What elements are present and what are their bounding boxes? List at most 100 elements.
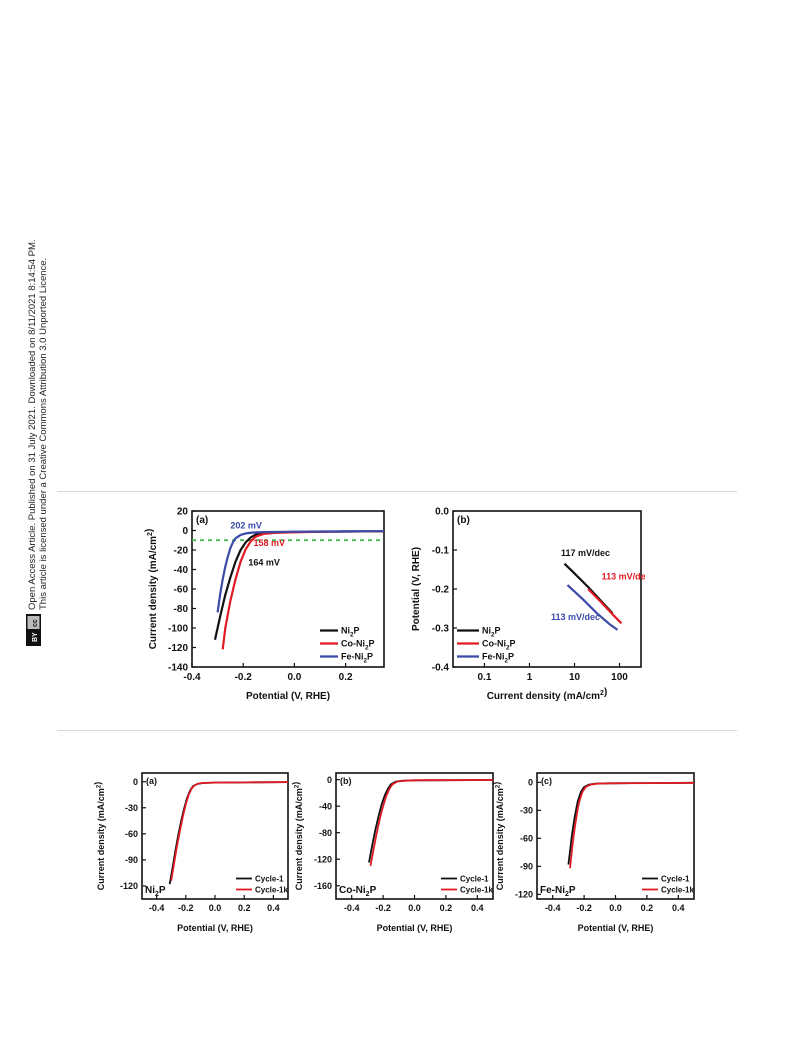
series-line-fe-ni2p	[216, 530, 384, 613]
chart-tafel-plots: 0.1 1 10 100 0.0 -0.1 -0.2 -0.3 -0.4 Current dens…	[411, 507, 645, 703]
legend-label: Cycle-1k	[255, 885, 288, 894]
panel-label: (a)	[196, 515, 208, 526]
license-line-2: This article is licensed under a Creativ…	[38, 258, 48, 610]
legend-label: Cycle-1k	[460, 885, 493, 894]
x-tick-label: 1	[527, 672, 533, 683]
x-tick-label: 0.1	[478, 672, 492, 683]
x-tick-label: 100	[611, 672, 628, 683]
annotation-tafel-slope: 117 mV/dec	[561, 548, 610, 558]
x-axis-label: Potential (V, RHE)	[177, 923, 253, 933]
y-axis-label: Current density (mA/cm2)	[292, 782, 304, 891]
y-tick-label: -140	[168, 663, 188, 674]
x-tick-label: -0.4	[344, 903, 360, 913]
x-tick-label: -0.2	[178, 903, 194, 913]
legend-label: Fe-Ni2P	[482, 652, 514, 665]
x-tick-label: 0.4	[267, 903, 280, 913]
x-tick-label: -0.2	[235, 672, 253, 683]
by-badge-label: BY	[32, 632, 39, 642]
y-tick-label: -0.3	[432, 624, 450, 635]
y-tick-label: -40	[319, 801, 332, 811]
chart-lsv-comparison: -0.4 -0.2 0.0 0.2 20 0 -20 -40 -60 -80 -100 -120 -14…	[144, 507, 385, 702]
y-tick-label: 0	[133, 777, 138, 787]
cc-by-badge[interactable]: cc BY	[26, 614, 41, 646]
y-tick-label: -120	[314, 854, 332, 864]
x-tick-label: -0.2	[375, 903, 391, 913]
annotation-tafel-slope: 113 mV/dec	[551, 612, 600, 622]
x-tick-label: 10	[569, 672, 581, 683]
y-tick-label: -20	[174, 546, 189, 557]
y-tick-label: 0.0	[435, 507, 449, 518]
y-tick-label: -60	[520, 833, 533, 843]
y-tick-label: 0	[327, 775, 332, 785]
legend-label: Co-Ni2P	[482, 639, 516, 652]
y-tick-label: -30	[125, 803, 138, 813]
y-tick-label: -40	[174, 565, 189, 576]
legend-label: Fe-Ni2P	[341, 652, 373, 665]
license-line-1: Open Access Article. Published on 31 Jul…	[27, 239, 38, 610]
series-line-cycle-1k	[170, 781, 288, 881]
legend-label: Cycle-1k	[661, 885, 694, 894]
y-axis-label: Current density (mA/cm2)	[92, 782, 106, 891]
y-axis-label: Current density (mA/cm2)	[493, 782, 505, 891]
sample-label: Ni2P	[145, 885, 166, 898]
x-tick-label: 0.0	[287, 672, 301, 683]
y-tick-label: -120	[168, 643, 188, 654]
x-tick-label: 0.4	[471, 903, 484, 913]
legend-label: Cycle-1	[661, 874, 690, 883]
divider-bottom	[57, 730, 737, 731]
y-axis-label: Current density (mA/cm2)	[144, 529, 159, 650]
panel-label: (b)	[457, 515, 470, 526]
y-tick-label: -160	[314, 881, 332, 891]
panel-label: (a)	[146, 776, 157, 786]
x-tick-label: 0.2	[238, 903, 251, 913]
y-tick-label: 0	[528, 777, 533, 787]
series-line-cycle-1k	[569, 781, 694, 869]
y-tick-label: 0	[182, 526, 188, 537]
cc-badge-label: cc	[32, 619, 39, 627]
x-tick-label: 0.4	[672, 903, 685, 913]
y-tick-label: -0.2	[432, 585, 450, 596]
y-tick-label: -30	[520, 805, 533, 815]
legend-label: Cycle-1	[255, 874, 284, 883]
y-tick-label: -60	[125, 829, 138, 839]
y-tick-label: -80	[174, 604, 189, 615]
y-tick-label: 20	[177, 507, 189, 518]
y-tick-label: -120	[515, 889, 533, 899]
series-line-fe-ni2p	[566, 584, 619, 631]
chart-stability-ni2p: -0.4 -0.2 0.0 0.2 0.4 0 -30 -60 -90 -120 Potential…	[92, 772, 289, 933]
series-line-co-ni2p	[587, 588, 623, 625]
x-tick-label: 0.0	[609, 903, 622, 913]
x-axis-label: Current density (mA/cm2)	[487, 687, 608, 702]
y-tick-label: -100	[168, 624, 188, 635]
x-tick-label: 0.0	[209, 903, 222, 913]
panel-label: (b)	[340, 776, 352, 786]
x-tick-label: 0.0	[408, 903, 421, 913]
legend-label: Cycle-1	[460, 874, 489, 883]
x-axis-label: Potential (V, RHE)	[578, 923, 654, 933]
annotation-overpotential: 158 mV	[253, 538, 285, 548]
x-tick-label: -0.4	[545, 903, 561, 913]
y-tick-label: -60	[174, 585, 189, 596]
sample-label: Fe-Ni2P	[540, 885, 576, 898]
legend-label: Ni2P	[341, 626, 360, 639]
x-tick-label: -0.4	[183, 672, 201, 683]
annotation-tafel-slope: 113 mV/dec	[602, 571, 645, 581]
y-tick-label: -80	[319, 828, 332, 838]
series-line-cycle-1	[567, 781, 694, 865]
legend-label: Ni2P	[482, 626, 501, 639]
series-line-co-ni2p	[221, 530, 384, 650]
series-line-ni2p	[213, 530, 384, 640]
y-tick-label: -90	[520, 861, 533, 871]
chart-stability-fe-ni2p: -0.4 -0.2 0.0 0.2 0.4 0 -30 -60 -90 -120 Potential…	[493, 772, 695, 933]
x-axis-label: Potential (V, RHE)	[246, 691, 330, 702]
y-tick-label: -0.1	[432, 546, 450, 557]
x-tick-label: -0.4	[149, 903, 165, 913]
x-tick-label: 0.2	[339, 672, 353, 683]
x-tick-label: 0.2	[440, 903, 453, 913]
x-axis-label: Potential (V, RHE)	[377, 923, 453, 933]
panel-label: (c)	[541, 776, 552, 786]
x-tick-label: -0.2	[576, 903, 592, 913]
x-tick-label: 0.2	[641, 903, 654, 913]
chart-stability-co-ni2p: -0.4 -0.2 0.0 0.2 0.4 0 -40 -80 -120 -160 Potentia…	[292, 772, 494, 933]
y-tick-label: -120	[120, 881, 138, 891]
